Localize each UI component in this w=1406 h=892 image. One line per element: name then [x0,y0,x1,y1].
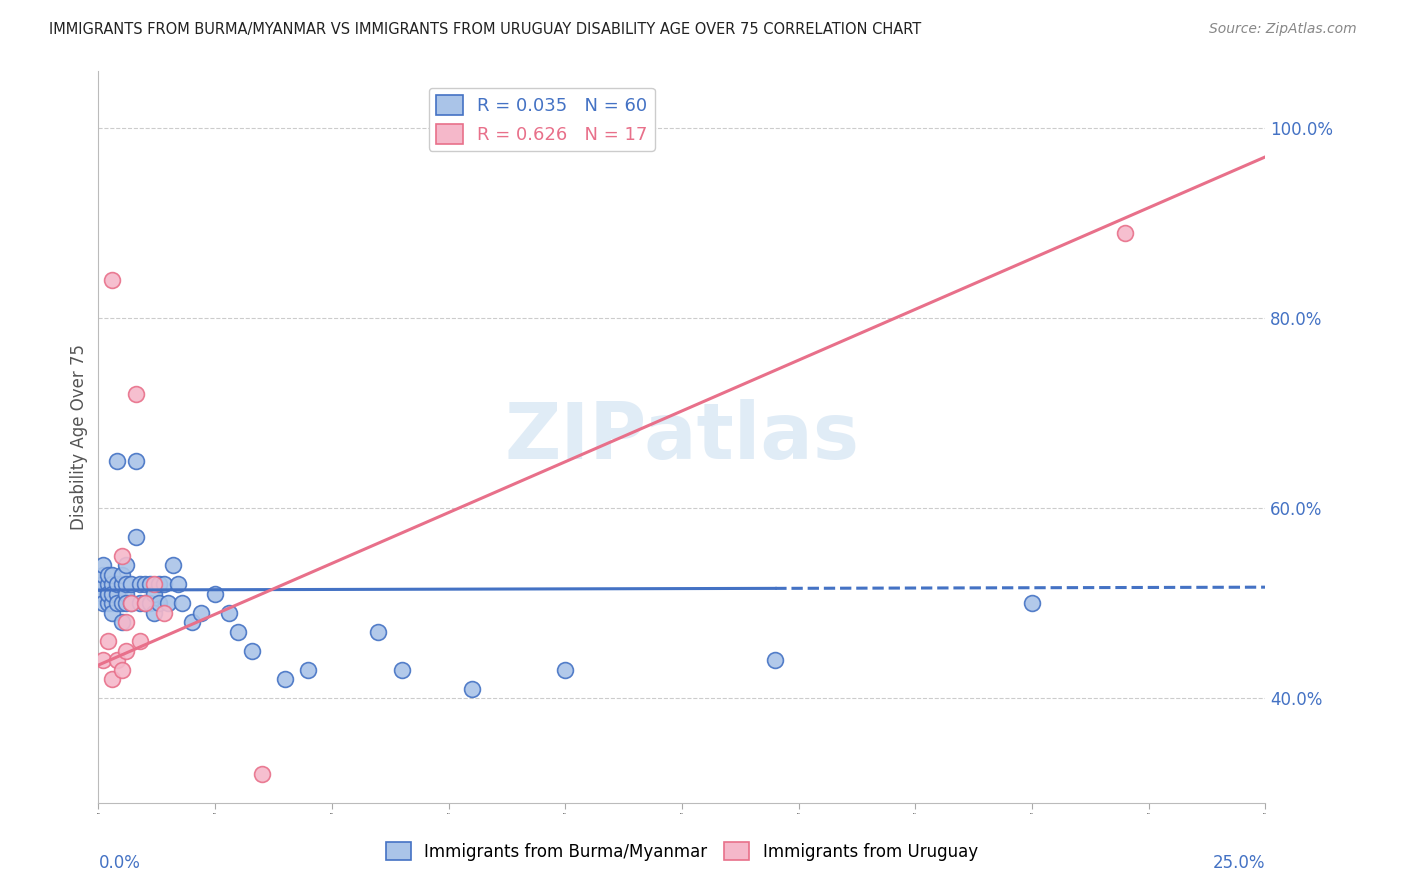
Point [148,596,170,610]
Point [143,577,166,591]
Point [115,596,138,610]
Point [97,634,120,648]
Point [461,681,484,696]
Point [97,577,120,591]
Point [120,596,142,610]
Point [115,587,138,601]
Point [111,567,134,582]
Point [111,615,134,630]
Point [129,577,152,591]
Point [143,606,166,620]
Point [157,596,180,610]
Point [101,587,124,601]
Point [111,663,134,677]
Point [91,577,114,591]
Point [134,596,156,610]
Text: Source: ZipAtlas.com: Source: ZipAtlas.com [1209,22,1357,37]
Point [218,606,240,620]
Point [115,615,138,630]
Point [105,587,128,601]
Point [120,596,142,610]
Point [91,558,114,573]
Point [101,596,124,610]
Text: ZIPatlas: ZIPatlas [505,399,859,475]
Text: 25.0%: 25.0% [1213,854,1265,872]
Point [101,606,124,620]
Point [120,577,142,591]
Point [97,596,120,610]
Point [139,596,162,610]
Point [134,596,156,610]
Point [105,596,128,610]
Point [367,624,389,639]
Text: 0.0%: 0.0% [98,854,141,872]
Point [152,606,174,620]
Legend: Immigrants from Burma/Myanmar, Immigrants from Uruguay: Immigrants from Burma/Myanmar, Immigrant… [380,836,984,868]
Point [1021,596,1043,610]
Point [105,653,128,667]
Point [101,273,124,287]
Point [129,634,152,648]
Point [91,596,114,610]
Point [91,653,114,667]
Point [97,567,120,582]
Point [91,587,114,601]
Point [166,577,188,591]
Point [125,387,148,401]
Y-axis label: Disability Age Over 75: Disability Age Over 75 [70,344,89,530]
Point [115,644,138,658]
Point [111,549,134,563]
Point [274,673,297,687]
Point [204,587,226,601]
Point [125,454,148,468]
Point [172,596,194,610]
Point [190,606,212,620]
Point [554,663,576,677]
Point [297,663,319,677]
Point [115,558,138,573]
Point [143,587,166,601]
Point [148,577,170,591]
Point [97,587,120,601]
Text: IMMIGRANTS FROM BURMA/MYANMAR VS IMMIGRANTS FROM URUGUAY DISABILITY AGE OVER 75 : IMMIGRANTS FROM BURMA/MYANMAR VS IMMIGRA… [49,22,921,37]
Point [101,567,124,582]
Point [129,596,152,610]
Point [105,577,128,591]
Point [1114,226,1136,240]
Point [115,577,138,591]
Point [250,767,273,781]
Point [134,577,156,591]
Point [228,624,250,639]
Point [242,644,264,658]
Point [105,454,128,468]
Point [111,577,134,591]
Point [101,577,124,591]
Point [139,577,162,591]
Point [111,596,134,610]
Point [162,558,184,573]
Point [101,673,124,687]
Point [91,567,114,582]
Point [125,530,148,544]
Point [152,577,174,591]
Point [391,663,413,677]
Point [180,615,202,630]
Point [97,587,120,601]
Point [763,653,786,667]
